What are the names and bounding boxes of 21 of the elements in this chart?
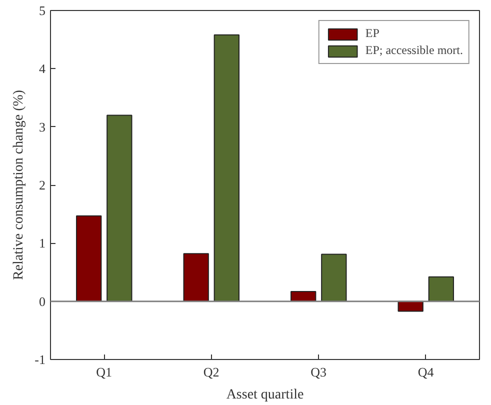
y-tick-label: 3 (39, 119, 46, 134)
x-tick-label: Q2 (203, 364, 220, 380)
legend-label: EP (365, 26, 380, 41)
bar (76, 215, 102, 302)
y-tick-label: 1 (39, 236, 46, 251)
bar (428, 276, 454, 302)
y-tick-label: 2 (39, 178, 46, 192)
x-tick-label: Q4 (418, 364, 434, 380)
bar (183, 253, 209, 302)
bar (106, 114, 132, 302)
y-axis-title: Relative consumption change (%) (12, 90, 27, 280)
x-tick-label: Q1 (96, 364, 112, 380)
x-tick-label: Q3 (310, 364, 327, 380)
x-axis-title: Asset quartile (226, 388, 304, 402)
y-tick-label: -1 (34, 352, 46, 367)
y-tick-label: 0 (39, 294, 46, 309)
legend-label: EP; accessible mort. (365, 43, 463, 58)
bar (214, 34, 240, 302)
y-tick-label: 4 (39, 61, 46, 76)
y-tick-label: 5 (39, 3, 46, 18)
bar (321, 254, 347, 302)
